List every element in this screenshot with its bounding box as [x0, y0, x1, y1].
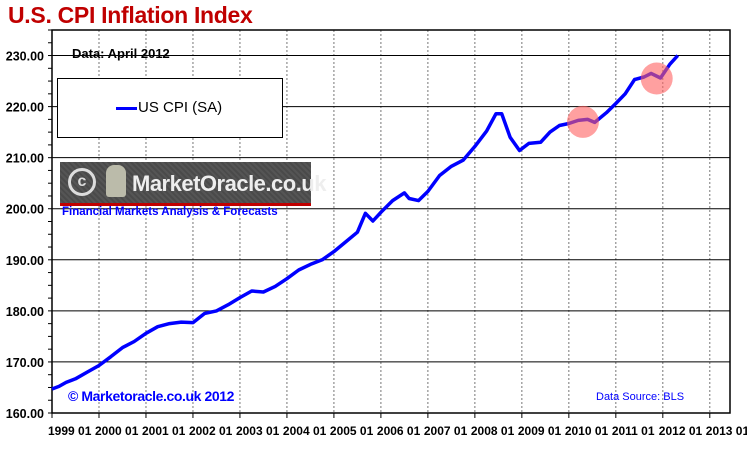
y-tick-label: 180.00 — [6, 305, 44, 319]
x-tick-label: 2010 01 — [565, 424, 609, 438]
x-tick-label: 2002 01 — [189, 424, 233, 438]
chart-title: U.S. CPI Inflation Index — [8, 2, 253, 28]
legend: US CPI (SA) — [57, 78, 283, 138]
legend-swatch — [116, 107, 137, 110]
x-tick-label: 2006 01 — [377, 424, 421, 438]
x-tick-label: 2008 01 — [471, 424, 515, 438]
data-date-annotation: Data: April 2012 — [72, 46, 170, 61]
x-tick-label: 2003 01 — [236, 424, 280, 438]
x-tick-label: 2011 01 — [612, 424, 655, 438]
y-tick-label: 190.00 — [6, 254, 44, 268]
y-tick-label: 210.00 — [6, 152, 44, 166]
x-tick-label: 2009 01 — [518, 424, 562, 438]
x-tick-label: 2005 01 — [330, 424, 374, 438]
x-tick-label: 1999 01 — [48, 424, 92, 438]
highlight-circle — [640, 62, 673, 95]
plot-border — [51, 29, 731, 414]
watermark-logo: c MarketOracle.co.uk — [60, 162, 326, 206]
x-tick-label: 2004 01 — [283, 424, 327, 438]
highlight-circle — [566, 105, 599, 138]
x-tick-label: 2007 01 — [424, 424, 468, 438]
x-tick-label: 2012 01 — [659, 424, 703, 438]
oracle-figure-icon — [106, 165, 126, 197]
watermark-name: MarketOracle.co.uk — [132, 171, 326, 196]
y-tick-label: 200.00 — [6, 203, 44, 217]
watermark-tagline: Financial Markets Analysis & Forecasts — [62, 206, 278, 218]
x-tick-label: 2000 01 — [95, 424, 139, 438]
y-tick-label: 160.00 — [6, 407, 44, 421]
x-tick-label: 2001 01 — [142, 424, 186, 438]
x-tick-label: 2013 01 — [706, 424, 747, 438]
y-tick-label: 220.00 — [6, 101, 44, 115]
copyright-icon: c — [68, 168, 96, 196]
data-source: Data Source: BLS — [596, 391, 685, 403]
y-tick-label: 170.00 — [6, 356, 44, 370]
y-tick-label: 230.00 — [6, 50, 44, 64]
legend-label: US CPI (SA) — [138, 99, 223, 116]
copyright-text: © Marketoracle.co.uk 2012 — [68, 388, 235, 404]
